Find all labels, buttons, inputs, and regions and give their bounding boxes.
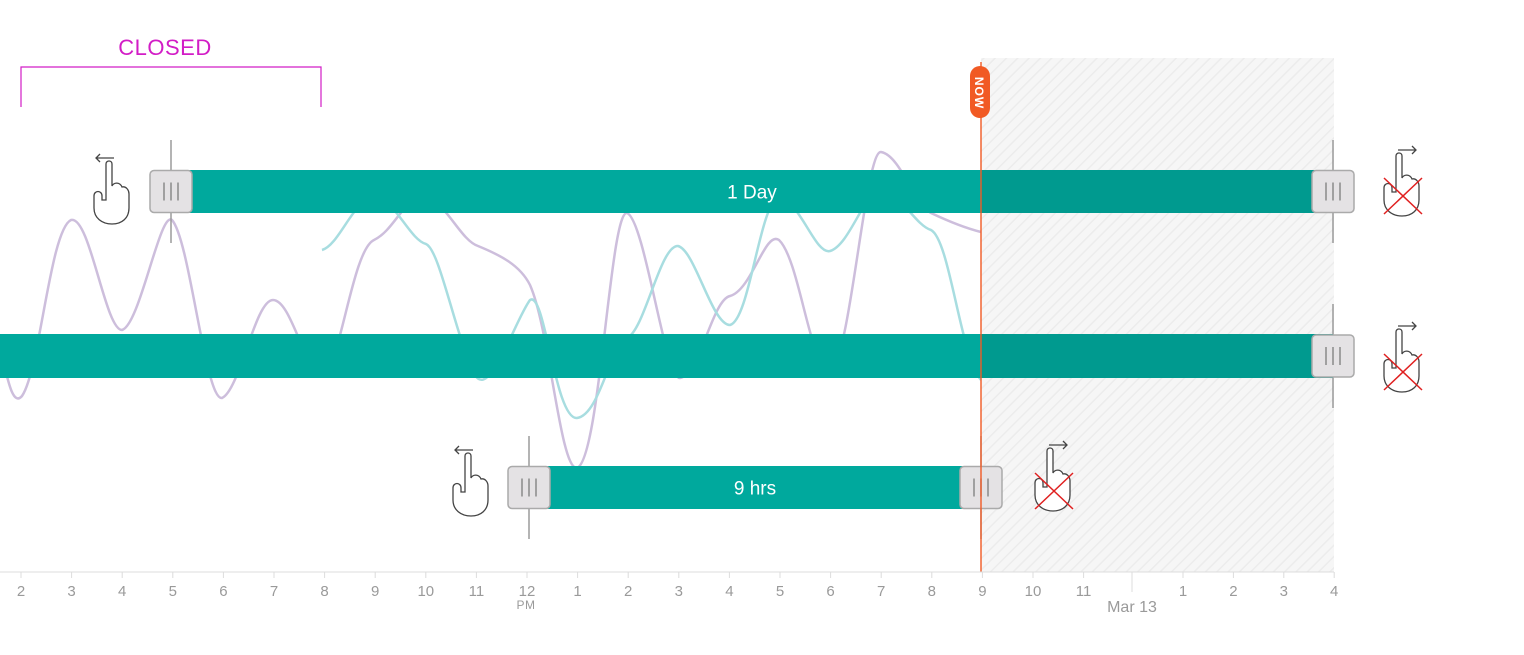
bar-fill — [0, 334, 981, 378]
axis-tick-label: 7 — [270, 583, 278, 600]
series-line-teal — [321, 187, 982, 420]
drag-right-hand-disabled-icon — [1383, 145, 1423, 217]
handle-grip-icon — [163, 182, 179, 201]
axis-tick-label: 11 — [469, 583, 485, 600]
axis-tick-label: 7 — [877, 583, 885, 600]
future-region — [981, 58, 1334, 572]
series-line-purple — [0, 150, 982, 470]
closed-label: CLOSED — [118, 35, 211, 60]
axis-tick-label: 2 — [17, 583, 25, 600]
handle-grip-icon — [521, 478, 537, 497]
axis-pm-label: PM — [517, 598, 536, 612]
axis-tick-label: 3 — [67, 583, 75, 600]
axis-tick-label: 9 — [371, 583, 379, 600]
axis-tick-label: 4 — [725, 583, 733, 600]
bar-fill-future — [981, 334, 1333, 378]
handle-grip-icon — [1325, 182, 1341, 201]
axis-tick-label: 2 — [1229, 583, 1237, 600]
duration-bar-one-day[interactable]: 1 Day — [149, 140, 1355, 243]
axis-tick-label: 11 — [1076, 583, 1092, 600]
axis-tick-label: 6 — [219, 583, 227, 600]
now-badge-label: NOW — [972, 77, 986, 109]
axis-tick-label: 1 — [573, 583, 581, 600]
axis-tick-label: 3 — [675, 583, 683, 600]
duration-bar-nine-hrs[interactable]: 9 hrs — [507, 436, 1003, 539]
drag-right-hand-disabled-icon — [1034, 440, 1074, 512]
axis-tick-label: 4 — [1330, 583, 1338, 600]
axis-tick-label: 4 — [118, 583, 126, 600]
drag-right-hand-disabled-icon — [1383, 321, 1423, 393]
axis-tick-label: 8 — [928, 583, 936, 600]
axis-tick-label: 9 — [978, 583, 986, 600]
bar-duration-label: 9 hrs — [734, 479, 776, 500]
axis-tick-label: 2 — [624, 583, 632, 600]
drag-left-hand-icon — [452, 445, 489, 517]
axis-date-label: Mar 13 — [1107, 599, 1157, 616]
bar-duration-label: 1 Day — [727, 183, 777, 204]
handle-grip-icon — [1325, 347, 1341, 365]
axis-tick-label: 12 — [519, 583, 536, 600]
now-badge — [970, 66, 990, 118]
axis-tick-label: 5 — [776, 583, 784, 600]
bar-fill — [529, 466, 981, 509]
axis-tick-label: 1 — [1179, 583, 1187, 600]
closed-bracket — [20, 66, 322, 107]
drag-left-hand-icon — [93, 153, 130, 225]
duration-bar-full[interactable] — [0, 304, 1355, 408]
axis-tick-label: 5 — [169, 583, 177, 600]
bar-fill-future — [981, 170, 1333, 213]
axis-tick-label: 3 — [1280, 583, 1288, 600]
axis-tick-label: 6 — [826, 583, 834, 600]
bar-fill — [171, 170, 981, 213]
axis-tick-label: 10 — [1025, 583, 1042, 600]
axis-tick-label: 10 — [417, 583, 434, 600]
axis-tick-label: 8 — [320, 583, 328, 600]
